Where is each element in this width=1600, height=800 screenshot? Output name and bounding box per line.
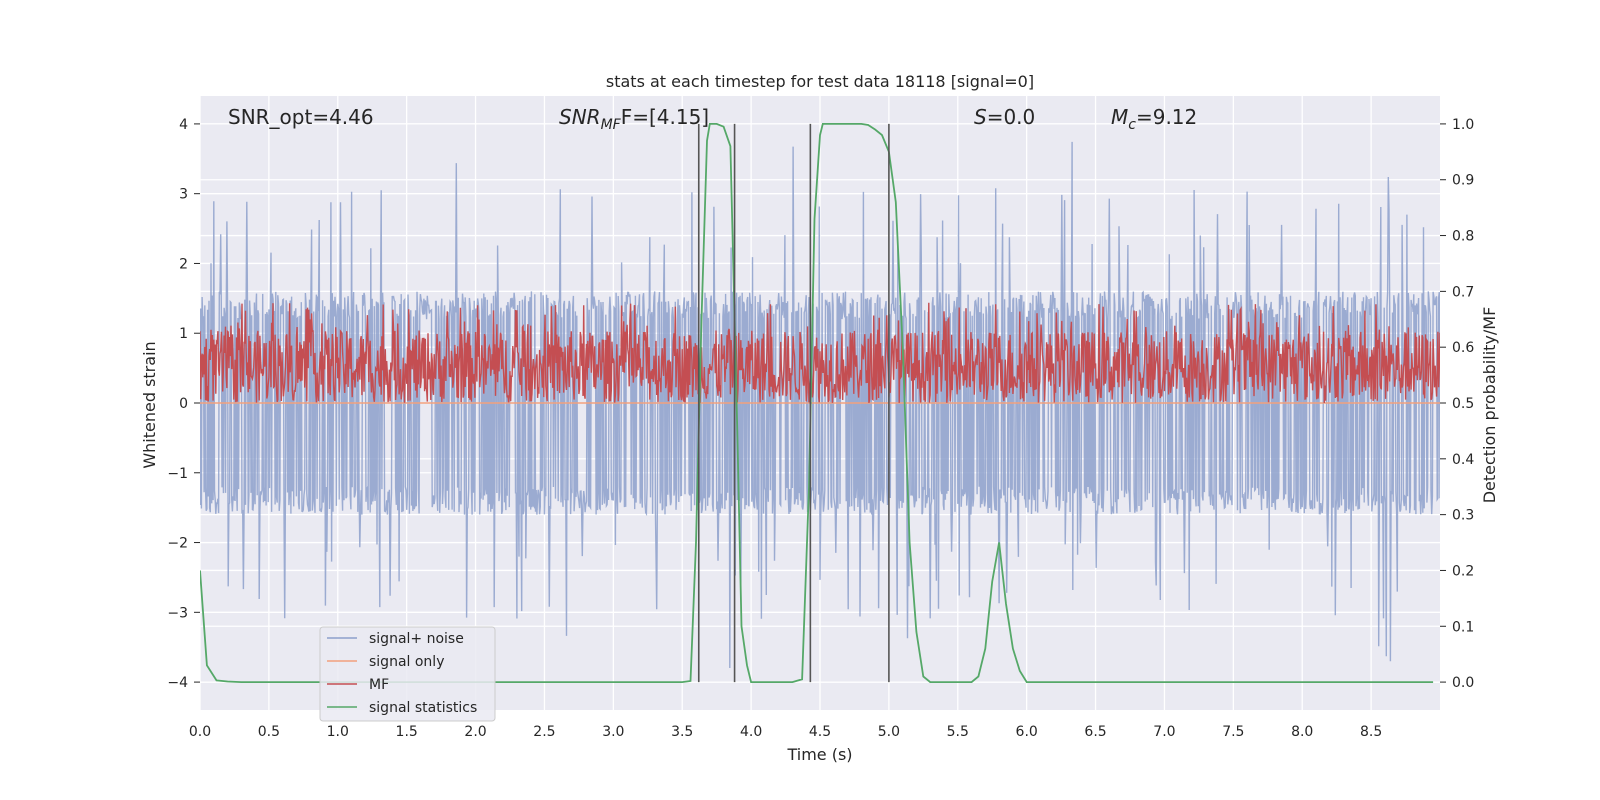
y2-tick-label: 0.9 (1452, 173, 1474, 189)
x-tick-label: 4.0 (740, 724, 762, 740)
y-tick-label: −3 (167, 605, 188, 621)
x-tick-label: 8.0 (1291, 724, 1313, 740)
annotation-snr-mf-base: SNR (559, 105, 601, 129)
y-axis-label: Whitened strain (140, 341, 159, 468)
annotation-snr-opt: SNR_opt=4.46 (228, 105, 374, 129)
x-axis-label: Time (s) (786, 745, 852, 764)
annotation-s: S=0.0 (974, 105, 1035, 129)
x-tick-label: 1.5 (396, 724, 418, 740)
y-tick-label: 4 (179, 117, 188, 133)
legend: signal+ noise signal only MF signal stat… (319, 626, 496, 722)
x-tick-label: 6.5 (1084, 724, 1106, 740)
y2-tick-label: 0.8 (1452, 229, 1474, 245)
y2-tick-label: 0.6 (1452, 340, 1474, 356)
x-tick-label: 7.5 (1222, 724, 1244, 740)
annotation-mc-rest: =9.12 (1136, 105, 1197, 129)
y-tick-label: 2 (179, 256, 188, 272)
y-tick-label: −2 (167, 536, 188, 552)
annotation-snr-mf-rest: F=[4.15] (621, 105, 709, 129)
x-tick-label: 5.5 (947, 724, 969, 740)
x-ticks: 0.0 0.5 1.0 1.5 2.0 2.5 3.0 3.5 4.0 4.5 5.0 5.5 6.0 6… (189, 724, 1382, 740)
annotation-mc-sub: c (1128, 117, 1136, 133)
series-signal-noise (200, 141, 1440, 669)
annotation-s-rest: =0.0 (987, 105, 1036, 129)
y-tick-label: −1 (167, 466, 188, 482)
y2-ticks: 1.0 0.9 0.8 0.7 0.6 0.5 0.4 0.3 0.2 0.1 0.0 (1440, 117, 1474, 691)
x-tick-label: 2.0 (464, 724, 486, 740)
y-ticks: 4 3 2 1 0 −1 −2 −3 −4 (167, 117, 200, 691)
legend-label-signal-only: signal only (369, 654, 444, 670)
x-tick-label: 5.0 (878, 724, 900, 740)
y2-tick-label: 0.4 (1452, 452, 1474, 468)
series-mf (200, 302, 1440, 404)
x-tick-label: 2.5 (533, 724, 555, 740)
annotation-mc-base: M (1111, 105, 1128, 129)
x-tick-label: 7.0 (1153, 724, 1175, 740)
annotation-snr-mf-sub: MF (601, 117, 622, 133)
y2-tick-label: 0.3 (1452, 508, 1474, 524)
legend-label-signal-statistics: signal statistics (369, 700, 477, 716)
y-tick-label: 0 (179, 396, 188, 412)
annotation-mc: Mc=9.12 (1111, 105, 1197, 133)
y2-axis-label: Detection probability/MF (1480, 307, 1499, 504)
x-tick-label: 3.0 (602, 724, 624, 740)
x-tick-label: 4.5 (809, 724, 831, 740)
series-signal-statistics (200, 123, 1434, 683)
annotation-snr-mf: SNRMFF=[4.15] (559, 105, 709, 133)
y2-tick-label: 0.1 (1452, 619, 1474, 635)
x-tick-label: 0.0 (189, 724, 211, 740)
annotation-s-italic: S (974, 105, 987, 129)
x-tick-label: 6.0 (1016, 724, 1038, 740)
y2-tick-label: 0.7 (1452, 284, 1474, 300)
x-tick-label: 0.5 (258, 724, 280, 740)
x-tick-label: 3.5 (671, 724, 693, 740)
plot-content (200, 123, 1440, 683)
y-tick-label: 3 (179, 187, 188, 203)
y2-tick-label: 0.2 (1452, 563, 1474, 579)
y-tick-label: −4 (167, 675, 188, 691)
legend-label-signal-noise: signal+ noise (369, 631, 464, 647)
y2-tick-label: 0.0 (1452, 675, 1474, 691)
x-tick-label: 1.0 (327, 724, 349, 740)
x-tick-label: 8.5 (1360, 724, 1382, 740)
chart-title: stats at each timestep for test data 181… (606, 72, 1034, 91)
legend-label-mf: MF (369, 677, 389, 693)
legend-box (319, 626, 496, 722)
y2-tick-label: 0.5 (1452, 396, 1474, 412)
y2-tick-label: 1.0 (1452, 117, 1474, 133)
y-tick-label: 1 (179, 326, 188, 342)
